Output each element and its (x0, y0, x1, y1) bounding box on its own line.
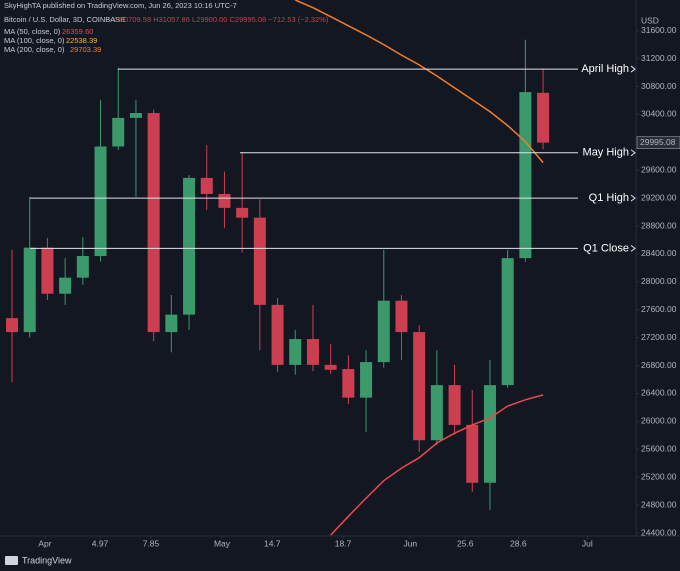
candle-body (129, 113, 142, 118)
candle-body (360, 362, 373, 398)
y-tick-label: 26800.00 (641, 360, 677, 370)
candle-body (253, 217, 266, 305)
candle-body (6, 318, 19, 333)
candle-body (59, 277, 72, 294)
y-tick-label: 26400.00 (641, 388, 677, 398)
x-tick-label: 7.85 (143, 538, 160, 548)
ma-line (295, 0, 544, 164)
level-arrow (630, 244, 636, 252)
y-tick-label: 28800.00 (641, 220, 677, 230)
level-arrow (630, 149, 636, 157)
x-tick-label: 28.6 (510, 538, 527, 548)
y-tick-label: 25200.00 (641, 471, 677, 481)
candle-body (377, 300, 390, 363)
level-label: Q1 High (589, 192, 629, 204)
y-tick-label: 30400.00 (641, 109, 677, 119)
candle-body (537, 92, 550, 143)
symbol: Bitcoin / U.S. Dollar, 3D, COINBASE (4, 15, 125, 24)
y-tick-label: 28000.00 (641, 276, 677, 286)
legend-value: 29703.39 (70, 45, 101, 54)
x-tick-label: 25.6 (457, 538, 474, 548)
candle-body (236, 207, 249, 218)
last-price-label: 29995.08 (640, 137, 676, 147)
candle-body (94, 146, 107, 257)
candle-body (41, 247, 54, 294)
candle-body (483, 385, 496, 483)
y-tick-label: 31600.00 (641, 25, 677, 35)
candle-body (218, 193, 231, 208)
candle-body (165, 314, 178, 333)
x-tick-label: Apr (38, 538, 51, 548)
level-label: Q1 Close (583, 242, 629, 254)
candle-body (519, 92, 532, 259)
y-tick-label: 24400.00 (641, 527, 677, 537)
candle-body (112, 117, 125, 147)
y-tick-label: 31200.00 (641, 53, 677, 63)
ma-line (330, 394, 544, 536)
brand: TradingView (22, 555, 72, 565)
legend-name: MA (50, close, 0) (4, 27, 61, 36)
candle-body (76, 256, 89, 278)
y-tick-label: 27200.00 (641, 332, 677, 342)
candle-body (413, 332, 426, 441)
y-tick-label: 26000.00 (641, 416, 677, 426)
brand-logo (5, 556, 18, 565)
ohlc-header: O30709.59 H31057.86 L29900.00 C29995.08 … (114, 15, 329, 24)
x-tick-label: 18.7 (335, 538, 352, 548)
candle-body (466, 424, 479, 483)
y-tick-label: 29200.00 (641, 192, 677, 202)
publisher: SkyHighTA published on TradingView.com, … (4, 1, 237, 10)
candle-body (342, 369, 355, 398)
candle-body (289, 339, 302, 365)
axis-unit: USD (641, 15, 659, 25)
candle-body (448, 385, 461, 425)
candle-body (183, 177, 196, 315)
y-tick-label: 24800.00 (641, 499, 677, 509)
candle-body (430, 385, 443, 441)
y-tick-label: 30800.00 (641, 81, 677, 91)
legend-name: MA (200, close, 0) (4, 45, 65, 54)
level-arrow (630, 65, 636, 73)
level-arrow (630, 194, 636, 202)
candle-body (147, 113, 160, 333)
x-tick-label: Jul (582, 538, 593, 548)
y-tick-label: 27600.00 (641, 304, 677, 314)
plot-area (6, 0, 550, 536)
candle-body (324, 364, 337, 370)
legend-name: MA (100, close, 0) (4, 36, 65, 45)
candle-body (23, 247, 36, 333)
x-tick-label: May (214, 538, 231, 548)
candle-body (306, 339, 319, 365)
x-tick-label: 14.7 (264, 538, 281, 548)
candle-body (271, 304, 284, 365)
candle-body (501, 258, 514, 386)
legend-value: 22538.39 (66, 36, 97, 45)
x-tick-label: Jun (403, 538, 417, 548)
candle-body (200, 177, 213, 194)
y-tick-label: 28400.00 (641, 248, 677, 258)
last-price-box (636, 136, 680, 149)
y-tick-label: 29600.00 (641, 164, 677, 174)
level-label: April High (581, 63, 629, 75)
legend-value: 26359.60 (62, 27, 93, 36)
x-tick-label: 4.97 (92, 538, 109, 548)
candle-body (395, 300, 408, 333)
level-label: May High (583, 147, 629, 159)
y-tick-label: 25600.00 (641, 444, 677, 454)
